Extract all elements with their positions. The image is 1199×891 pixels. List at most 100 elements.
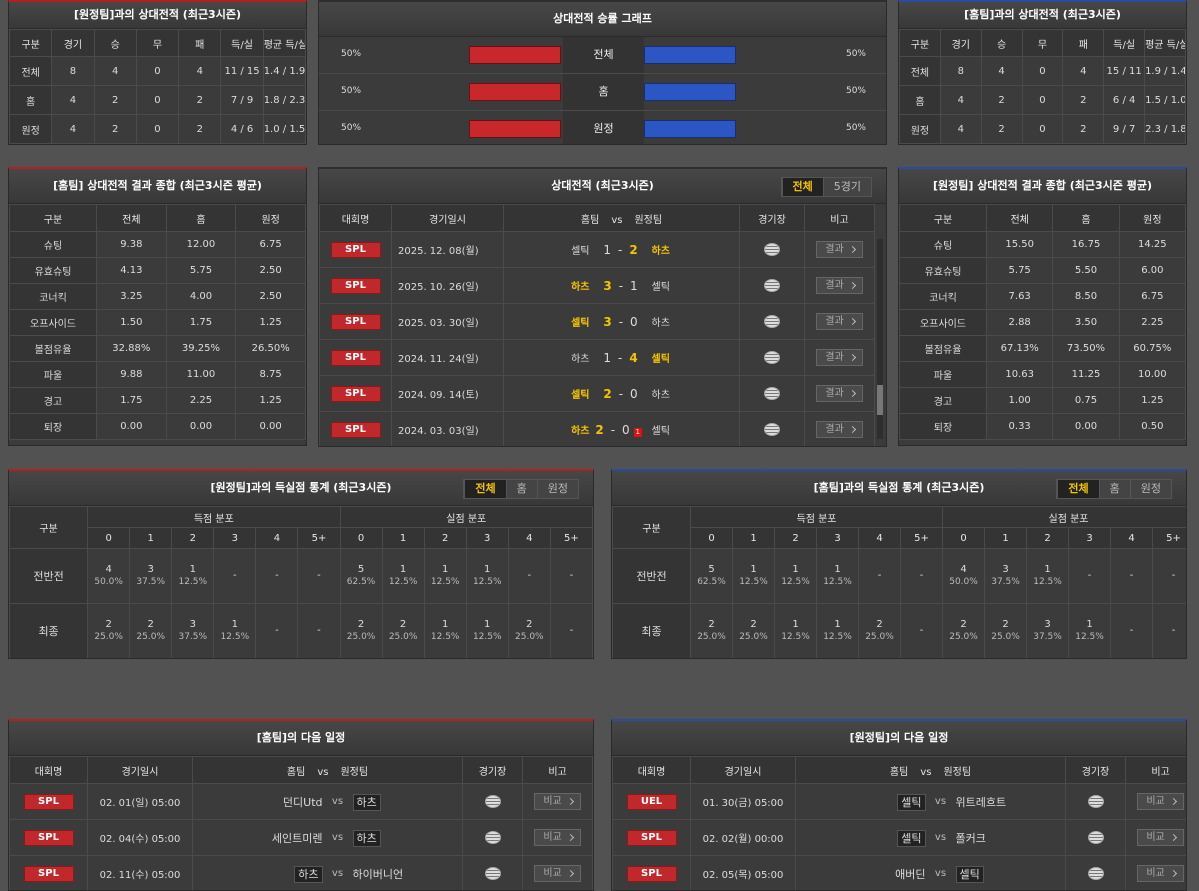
percent: 25.0% (739, 632, 768, 642)
home-rate-label: 50% (341, 86, 362, 96)
percent: 12.5% (472, 577, 502, 587)
result-button[interactable]: 결과 (816, 313, 863, 330)
match-date: 2024. 09. 14(토) (391, 375, 504, 412)
stadium-icon[interactable] (764, 315, 780, 328)
percent: 25.0% (94, 632, 123, 642)
row-label: 홈 (563, 74, 644, 110)
cell: SPL (319, 231, 392, 268)
stadium-icon[interactable] (764, 351, 780, 364)
column-header-group: 홈팀 vs 원정팀 (191, 756, 464, 784)
cell: 1.75 (96, 387, 167, 414)
cell: 결과 (804, 303, 875, 340)
result-button[interactable]: 결과 (816, 277, 863, 294)
away-team: 하츠 (651, 231, 740, 268)
result-button[interactable]: 결과 (816, 385, 863, 402)
cell: 2 (178, 85, 222, 115)
distribution-cell: 2 25.0% (984, 603, 1028, 658)
bin-header: 0 (339, 527, 383, 549)
versus: vs (322, 819, 353, 856)
cell: 9 / 7 (1103, 114, 1146, 144)
percent: 12.5% (781, 577, 810, 587)
match-datetime: 02. 05(목) 05:00 (690, 855, 796, 890)
result-button[interactable]: 결과 (816, 349, 863, 366)
stadium-icon[interactable] (484, 795, 501, 808)
versus: vs (925, 819, 956, 856)
score: 2-0 (589, 375, 652, 412)
stadium-icon[interactable] (484, 831, 501, 844)
result-button[interactable]: 결과 (816, 421, 863, 438)
tab[interactable]: 전체 (1057, 480, 1099, 498)
home-team: 하츠 (503, 411, 590, 446)
column-header: 대회명 (9, 756, 88, 784)
column-header: 비고 (522, 756, 593, 784)
tab[interactable]: 전체 (781, 178, 823, 196)
cell: 비교 (1125, 855, 1186, 890)
tab[interactable]: 홈 (1098, 480, 1130, 498)
cell: SPL (319, 303, 392, 340)
compare-button[interactable]: 비교 (534, 865, 581, 882)
table-row: 볼점유율 32.88% 39.25% 26.50% (9, 335, 306, 362)
distribution-cell: 1 12.5% (816, 603, 859, 658)
schedule-row: SPL 02. 04(수) 05:00 세인트미렌 vs 하츠 비교 (9, 819, 593, 856)
cell: 결과 (804, 375, 875, 412)
distribution-cell: 1 12.5% (465, 548, 509, 604)
tab[interactable]: 원정 (536, 480, 578, 498)
tab[interactable]: 홈 (505, 480, 537, 498)
panel-title: [홈팀] 상대전적 결과 종합 (최근3시즌 평균) (53, 179, 262, 192)
compare-button[interactable]: 비교 (534, 829, 581, 846)
column-header: 득/실 (220, 29, 264, 57)
cell (462, 819, 524, 856)
cell: 하츠 (352, 819, 464, 856)
percent: 62.5% (697, 577, 726, 587)
compare-button[interactable]: 비교 (1137, 829, 1184, 846)
cell: 0.00 (1052, 413, 1120, 440)
count: - (877, 570, 882, 581)
compare-button[interactable]: 비교 (1137, 793, 1184, 810)
tab[interactable]: 원정 (1129, 480, 1171, 498)
distribution-cell: 1 12.5% (381, 548, 425, 604)
cell: 0 (135, 56, 180, 86)
stadium-icon[interactable] (764, 279, 780, 292)
stadium-icon[interactable] (764, 243, 780, 256)
row-label: 최종 (9, 603, 89, 658)
stadium-icon[interactable] (764, 423, 780, 436)
row-label: 전체 (899, 56, 941, 86)
stadium-icon[interactable] (1087, 831, 1104, 844)
distribution-cell: - (213, 548, 257, 604)
stadium-icon[interactable] (764, 387, 780, 400)
home-score: 1 (603, 242, 611, 257)
row-label: 코너킥 (9, 283, 97, 310)
distribution-cell: 1 12.5% (1026, 548, 1070, 604)
group-header: 득점 분포 (689, 506, 944, 528)
red-card: 1 (633, 427, 642, 437)
table-row: 퇴장 0.33 0.00 0.50 (899, 413, 1186, 440)
percent: 37.5% (136, 577, 166, 587)
header-row: 구분 경기 승 무 패 득/실 평균 득/실 (9, 29, 306, 57)
match-row: SPL 2024. 03. 03(일) 하츠 2-0 1 셀틱 결과 (319, 411, 875, 446)
panel-title: [원정팀]과의 득실점 통계 (최근3시즌) (210, 481, 392, 494)
panel: [홈팀]과의 득실점 통계 (최근3시즌) 전체 홈 원정 구분 득점 분포 실점 분포 0 1… (611, 469, 1187, 659)
match-date: 2025. 12. 08(월) (391, 231, 504, 268)
compare-button[interactable]: 비교 (1137, 865, 1184, 882)
column-header: 경기장 (739, 204, 805, 232)
stadium-icon[interactable] (1087, 867, 1104, 880)
tab[interactable]: 5경기 (822, 178, 871, 196)
result-button[interactable]: 결과 (816, 241, 863, 258)
match-date: 2025. 10. 26(일) (391, 267, 504, 304)
compare-button[interactable]: 비교 (534, 793, 581, 810)
cell: 11 / 15 (220, 56, 264, 86)
cell: 3.50 (1052, 309, 1120, 336)
count: - (275, 625, 279, 636)
column-header: 경기장 (462, 756, 524, 784)
tab[interactable]: 전체 (464, 480, 506, 498)
count: 1 (441, 564, 449, 575)
stadium-icon[interactable] (484, 867, 501, 880)
cell: 하츠 (192, 855, 323, 890)
home-rate-label: 50% (341, 123, 362, 133)
panel-title-bar: [원정팀]과의 득실점 통계 (최근3시즌) 전체 홈 원정 (9, 471, 593, 506)
stadium-icon[interactable] (1087, 795, 1104, 808)
count: 2 (526, 619, 533, 630)
away-team: 셀틱 (651, 339, 740, 376)
away-rate-bar (644, 46, 736, 64)
